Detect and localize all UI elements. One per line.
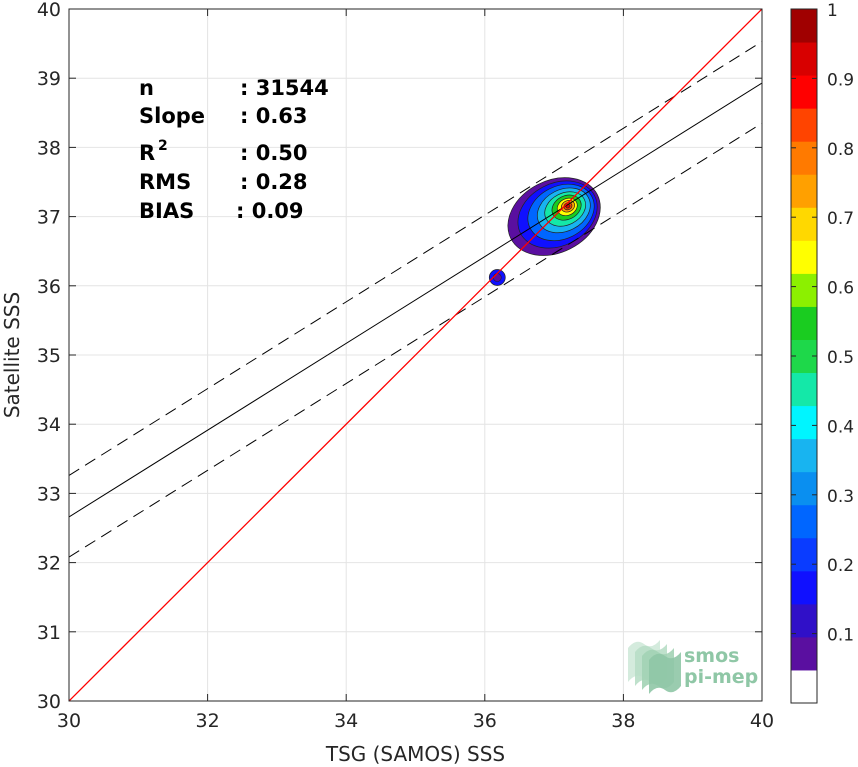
y-tick-label: 39 (37, 68, 61, 90)
y-tick-label: 37 (37, 207, 61, 229)
colorbar-tick-label: 0.1 (827, 626, 854, 646)
stat-value: : 0.50 (240, 141, 308, 165)
x-tick-label: 34 (334, 710, 358, 732)
density-blob-core (492, 273, 502, 282)
y-tick-label: 35 (37, 345, 61, 367)
y-tick-label: 38 (37, 137, 61, 159)
colorbar-tick-label: 0.4 (827, 417, 854, 437)
y-tick-label: 30 (37, 691, 61, 713)
colorbar-tick-label: 0.7 (827, 209, 854, 229)
stat-label: n (139, 76, 154, 100)
colorbar-segment-19 (791, 42, 817, 76)
y-tick-label: 33 (37, 483, 61, 505)
y-tick-label: 36 (37, 276, 61, 298)
y-tick-label: 34 (37, 414, 61, 436)
plot-layer (69, 9, 762, 701)
y-tick-label: 32 (37, 553, 61, 575)
logo-wave-3 (649, 652, 681, 694)
colorbar-tick-label: 0.6 (827, 279, 854, 299)
colorbar-tick-label: 1 (827, 1, 838, 21)
colorbar-segment-11 (791, 306, 817, 340)
colorbar-segment-17 (791, 108, 817, 142)
stat-label: R (139, 141, 155, 165)
colorbar-segment-14 (791, 207, 817, 241)
colorbar-segment-13 (791, 240, 817, 274)
colorbar-tick-label: 0.9 (827, 70, 854, 90)
colorbar-segment-15 (791, 174, 817, 208)
confidence-bound-1 (69, 122, 762, 558)
colorbar-tick-label: 0.8 (827, 140, 854, 160)
colorbar-segment-6 (791, 471, 817, 506)
colorbar-segment-4 (791, 537, 817, 572)
logo-text-line2: pi-mep (684, 666, 758, 688)
colorbar-segment-9 (791, 372, 817, 407)
colorbar-tick-label: 0.3 (827, 487, 854, 507)
x-axis-label: TSG (SAMOS) SSS (325, 742, 505, 766)
logo-text-line1: smos (684, 645, 739, 667)
colorbar-segment-7 (791, 438, 817, 473)
colorbar-segment-18 (791, 75, 817, 109)
stat-label: Slope (139, 104, 205, 128)
y-tick-label: 31 (37, 622, 61, 644)
stat-label: RMS (139, 170, 191, 194)
identity-line (69, 9, 762, 701)
stat-value: : 0.09 (236, 199, 304, 223)
colorbar-segment-8 (791, 405, 817, 440)
x-tick-label: 40 (750, 710, 774, 732)
x-tick-label: 32 (196, 710, 220, 732)
confidence-bound-0 (69, 41, 762, 476)
stats-block: n : 31544 Slope : 0.63 R 2 : 0.50 RMS : 0.28 BIAS… (139, 76, 329, 223)
stat-value: : 0.63 (240, 104, 308, 128)
stat-value: : 31544 (240, 76, 329, 100)
regression-line (69, 82, 762, 518)
y-tick-label: 40 (37, 0, 61, 21)
grid (68, 8, 763, 702)
colorbar-tick-label: 0.5 (827, 348, 854, 368)
colorbar-segment-2 (791, 603, 817, 638)
colorbar-segment-16 (791, 141, 817, 175)
stat-value: : 0.28 (240, 170, 308, 194)
y-axis-label: Satellite SSS (0, 292, 24, 418)
colorbar-segment-3 (791, 570, 817, 605)
colorbar-segment-1 (791, 636, 817, 671)
x-tick-label: 36 (473, 710, 497, 732)
colorbar-segment-12 (791, 273, 817, 307)
colorbar-segment-20 (791, 9, 817, 43)
colorbar: 0.1 0.2 0.3 0.4 0.5 0.6 0.7 0.8 0.9 1 (790, 1, 854, 704)
stat-label: BIAS (139, 199, 194, 223)
x-tick-label: 38 (611, 710, 635, 732)
stat-label-superscript: 2 (158, 138, 168, 154)
x-tick-label: 30 (57, 710, 81, 732)
colorbar-segment-5 (791, 504, 817, 539)
colorbar-tick-label: 0.2 (827, 556, 854, 576)
colorbar-segment-0 (791, 669, 817, 704)
